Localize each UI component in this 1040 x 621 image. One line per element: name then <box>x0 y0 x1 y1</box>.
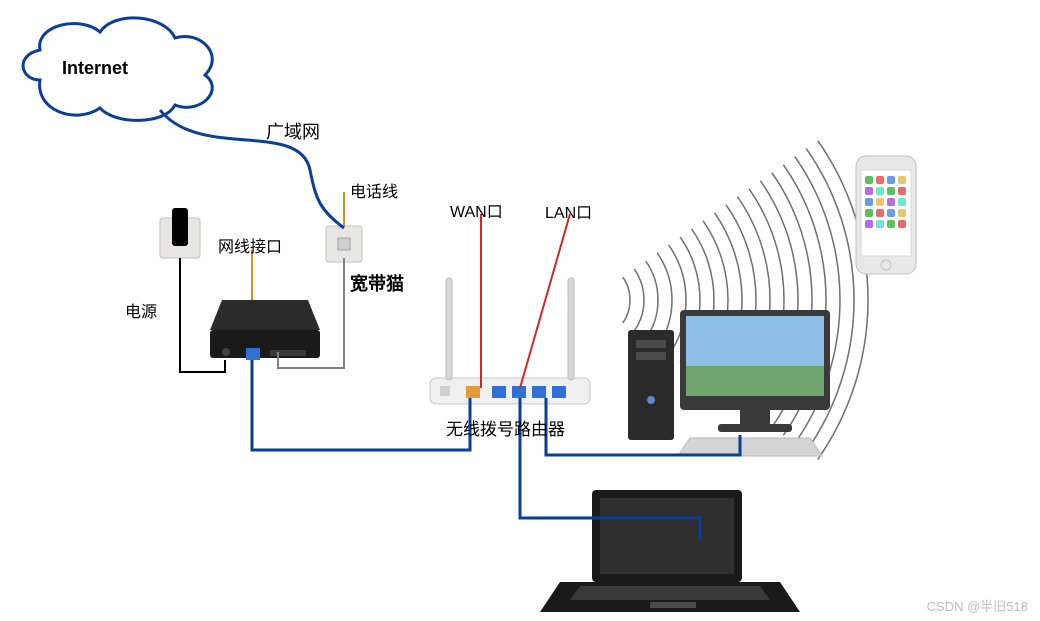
router-icon <box>430 278 590 404</box>
label-router: 无线拨号路由器 <box>446 415 565 440</box>
laptop-icon <box>540 490 800 612</box>
label-power: 电源 <box>125 298 157 322</box>
label-internet: Internet <box>62 58 128 79</box>
label-wan-port: WAN口 <box>450 198 503 222</box>
modem-icon <box>210 300 320 360</box>
watermark: CSDN @半旧518 <box>927 596 1028 615</box>
label-eth-port: 网线接口 <box>218 233 282 257</box>
wire-modem-router <box>252 360 470 450</box>
wifi-wave-icon <box>623 277 630 323</box>
wifi-wave-icon <box>646 261 658 339</box>
smartphone-icon <box>856 156 916 274</box>
label-lan-port: LAN口 <box>545 199 592 223</box>
wire-lan-label <box>520 214 570 388</box>
label-phone-line: 电话线 <box>350 178 398 202</box>
power-adapter-icon <box>172 208 188 246</box>
label-wan-net: 广域网 <box>266 118 320 144</box>
desktop-pc-icon <box>628 310 830 456</box>
wifi-wave-icon <box>634 269 644 331</box>
diagram-stage: Internet 广域网 电话线 WAN口 LAN口 网线接口 宽带猫 电源 无… <box>0 0 1040 621</box>
label-modem: 宽带猫 <box>350 270 404 296</box>
